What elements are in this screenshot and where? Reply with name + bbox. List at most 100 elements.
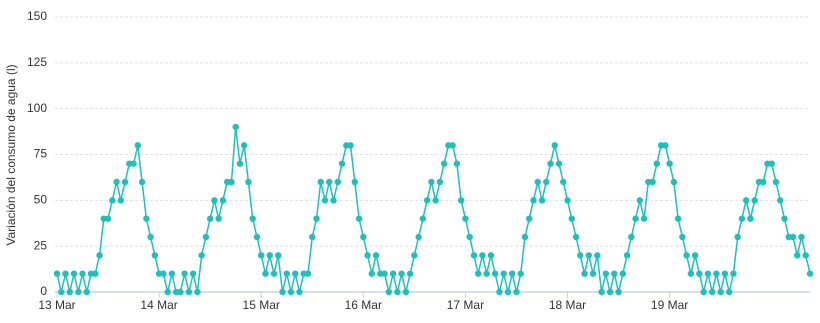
data-point xyxy=(509,270,516,277)
data-point xyxy=(708,288,716,296)
data-point xyxy=(428,178,435,186)
data-point xyxy=(275,252,282,259)
data-point xyxy=(202,233,210,241)
data-point xyxy=(313,215,320,222)
data-point xyxy=(457,197,465,204)
data-point xyxy=(219,197,227,204)
data-point xyxy=(181,270,188,277)
data-point xyxy=(615,288,622,296)
data-point xyxy=(623,252,631,259)
data-point xyxy=(760,178,767,186)
data-point xyxy=(449,142,456,149)
data-point xyxy=(309,233,316,241)
data-point xyxy=(526,215,533,222)
data-point xyxy=(619,270,627,277)
data-point xyxy=(411,252,418,259)
data-point xyxy=(496,288,503,296)
data-point xyxy=(572,233,580,241)
data-point xyxy=(292,270,299,277)
data-point xyxy=(628,233,635,241)
data-point xyxy=(479,252,486,259)
data-point xyxy=(513,288,520,296)
data-point xyxy=(394,288,401,296)
data-point xyxy=(206,215,214,222)
x-tick-label: 14 Mar xyxy=(140,298,177,312)
data-point xyxy=(198,252,205,259)
data-point xyxy=(58,288,65,296)
data-point xyxy=(742,197,750,204)
data-point xyxy=(381,270,388,277)
data-point xyxy=(160,270,167,277)
y-tick-label: 50 xyxy=(34,193,48,207)
data-point xyxy=(138,178,146,186)
y-tick-label: 100 xyxy=(27,101,47,115)
data-point xyxy=(440,160,448,167)
data-point xyxy=(713,270,720,277)
data-point xyxy=(670,178,678,186)
data-point xyxy=(530,197,537,204)
data-point xyxy=(194,288,201,296)
data-point xyxy=(283,270,290,277)
x-tick-label: 15 Mar xyxy=(243,298,280,312)
data-point xyxy=(177,288,184,296)
data-point xyxy=(781,215,788,222)
data-point xyxy=(104,215,112,222)
data-point xyxy=(602,270,609,277)
data-point xyxy=(696,270,703,277)
data-point xyxy=(385,288,393,296)
data-point xyxy=(143,215,150,222)
data-point xyxy=(164,288,171,296)
data-point xyxy=(470,252,478,259)
data-point xyxy=(436,178,444,186)
data-point xyxy=(474,270,482,277)
data-point xyxy=(687,270,695,277)
data-point xyxy=(321,197,329,204)
x-tick-label: 19 Mar xyxy=(651,298,688,312)
data-point xyxy=(662,142,669,149)
data-point xyxy=(347,142,354,149)
data-point xyxy=(632,215,639,222)
data-point xyxy=(279,288,286,296)
data-point xyxy=(121,178,129,186)
data-point xyxy=(453,160,461,167)
data-point xyxy=(611,270,618,277)
data-point xyxy=(304,270,312,277)
data-point xyxy=(266,252,273,259)
data-point xyxy=(113,178,120,186)
data-point xyxy=(117,197,125,204)
data-point xyxy=(109,197,116,204)
data-point xyxy=(491,270,499,277)
data-point xyxy=(730,270,737,277)
data-point xyxy=(504,288,512,296)
data-point xyxy=(534,178,541,186)
data-point xyxy=(215,215,222,222)
data-point xyxy=(236,160,244,167)
data-point xyxy=(581,270,588,277)
data-point xyxy=(721,270,729,277)
y-tick-label: 0 xyxy=(40,284,47,298)
data-point xyxy=(66,288,73,296)
data-point xyxy=(364,252,371,259)
y-tick-label: 25 xyxy=(34,238,48,252)
data-point xyxy=(338,160,346,167)
data-point xyxy=(683,252,690,259)
x-tick-label: 16 Mar xyxy=(345,298,382,312)
data-point xyxy=(134,142,142,149)
data-point xyxy=(258,252,265,259)
data-point xyxy=(253,233,261,241)
y-tick-label: 150 xyxy=(27,9,47,23)
data-point xyxy=(240,142,248,149)
data-point xyxy=(130,160,137,167)
data-point xyxy=(185,288,193,296)
data-point xyxy=(296,288,303,296)
data-point xyxy=(423,197,431,204)
data-point xyxy=(75,288,82,296)
data-point xyxy=(789,233,797,241)
data-point xyxy=(717,288,724,296)
data-line xyxy=(56,126,811,293)
data-point xyxy=(92,270,99,277)
x-tick-label: 13 Mar xyxy=(38,298,75,312)
data-point xyxy=(317,178,324,186)
data-point xyxy=(360,233,367,241)
